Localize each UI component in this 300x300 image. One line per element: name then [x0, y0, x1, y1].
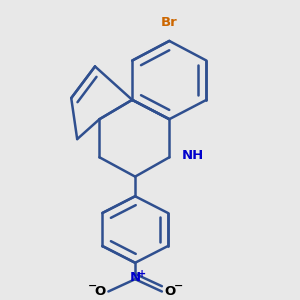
Text: −: − [173, 281, 183, 291]
Text: −: − [87, 281, 97, 291]
Text: +: + [138, 269, 146, 279]
Text: O: O [165, 285, 176, 298]
Text: O: O [94, 285, 106, 298]
Text: NH: NH [182, 149, 204, 162]
Text: Br: Br [161, 16, 178, 29]
Text: N: N [130, 271, 141, 284]
